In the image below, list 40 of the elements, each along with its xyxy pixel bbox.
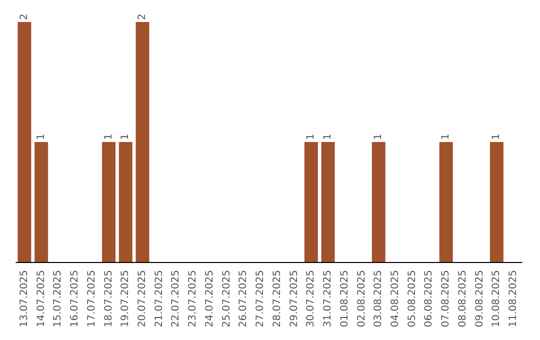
x-tick-label: 10.08.2025 xyxy=(491,270,502,328)
x-tick-label: 18.07.2025 xyxy=(103,270,114,328)
x-tick-label: 27.07.2025 xyxy=(255,270,266,328)
x-tick-label: 09.08.2025 xyxy=(474,270,486,328)
x-tick-label: 26.07.2025 xyxy=(238,270,250,328)
x-tick-label: 07.08.2025 xyxy=(440,270,452,328)
x-tick-label: 02.08.2025 xyxy=(356,270,368,328)
x-tick-label: 15.07.2025 xyxy=(52,270,64,328)
data-label: 1 xyxy=(120,134,132,140)
x-tick-label: 21.07.2025 xyxy=(154,270,165,328)
x-tick-label: 08.08.2025 xyxy=(457,270,468,328)
data-label: 1 xyxy=(36,134,47,140)
x-tick-label: 16.07.2025 xyxy=(70,270,81,328)
x-tick-label: 28.07.2025 xyxy=(272,270,283,328)
x-tick-label: 05.08.2025 xyxy=(406,270,418,328)
x-tick-label: 17.07.2025 xyxy=(86,270,98,328)
x-tick-label: 14.07.2025 xyxy=(36,270,47,328)
data-label: 1 xyxy=(491,134,502,140)
x-tick-label: 13.07.2025 xyxy=(18,270,30,328)
x-tick-label: 30.07.2025 xyxy=(306,270,317,328)
x-tick-label: 23.07.2025 xyxy=(188,270,199,328)
x-tick-label: 31.07.2025 xyxy=(322,270,334,328)
data-label: 2 xyxy=(18,14,30,20)
x-tick-label: 06.08.2025 xyxy=(424,270,435,328)
data-label: 1 xyxy=(373,134,384,140)
x-tick-label: 24.07.2025 xyxy=(204,270,216,328)
x-tick-label: 19.07.2025 xyxy=(120,270,132,328)
x-tick-label: 01.08.2025 xyxy=(339,270,350,328)
x-tick-label: 11.08.2025 xyxy=(508,270,520,328)
data-label: 2 xyxy=(137,14,148,20)
data-label: 1 xyxy=(306,134,317,140)
x-tick-label: 22.07.2025 xyxy=(170,270,182,328)
x-tick-label: 29.07.2025 xyxy=(288,270,300,328)
data-label: 1 xyxy=(103,134,114,140)
x-tick-label: 20.07.2025 xyxy=(137,270,148,328)
data-label: 1 xyxy=(440,134,452,140)
x-tick-label: 25.07.2025 xyxy=(221,270,232,328)
data-label: 1 xyxy=(322,134,334,140)
x-tick-label: 03.08.2025 xyxy=(373,270,384,328)
x-tick-label: 04.08.2025 xyxy=(390,270,401,328)
